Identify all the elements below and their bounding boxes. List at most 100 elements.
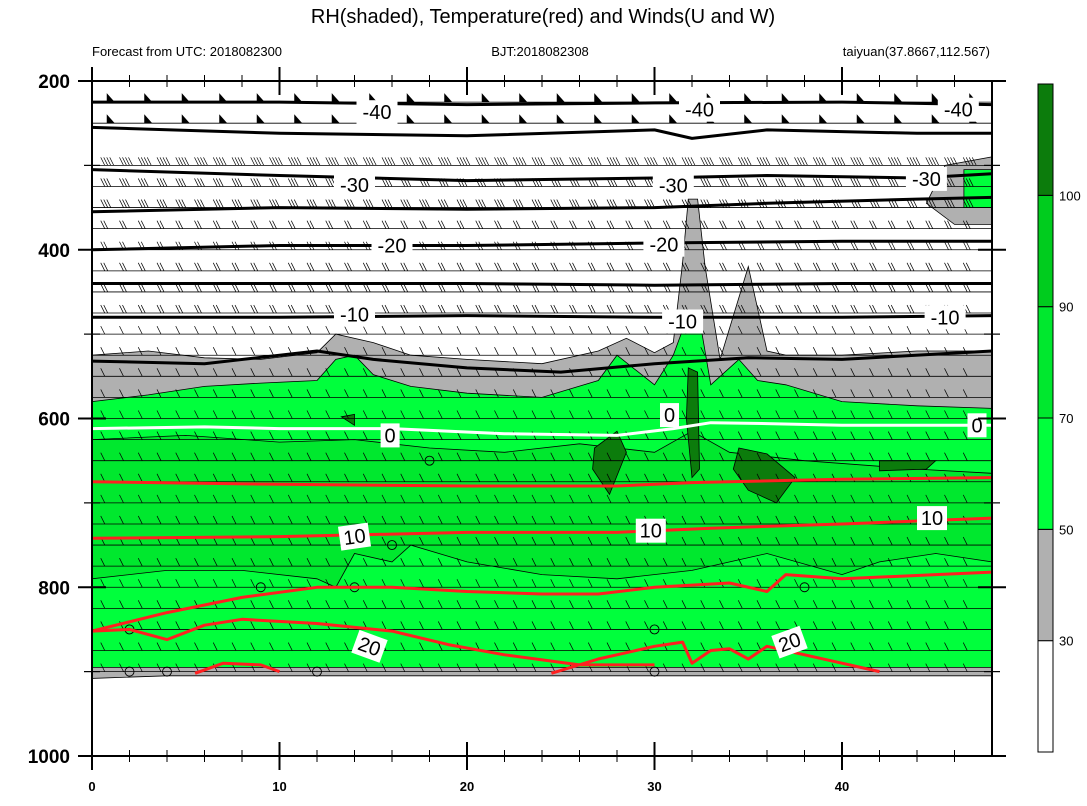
wind-barb xyxy=(590,220,596,229)
wind-barb xyxy=(962,579,968,588)
wind-barb xyxy=(368,157,374,166)
wind-barb xyxy=(381,368,387,377)
wind-barb xyxy=(700,220,706,229)
wind-barb xyxy=(456,600,462,609)
wind-barb xyxy=(400,642,406,651)
wind-barb xyxy=(194,220,199,229)
wind-barb xyxy=(944,621,949,630)
wind-barb xyxy=(743,157,749,166)
wind-barb xyxy=(890,178,896,187)
wind-flag xyxy=(406,93,415,103)
wind-barb xyxy=(644,410,649,419)
wind-barb xyxy=(850,241,856,250)
wind-barb xyxy=(550,621,556,630)
wind-barb xyxy=(887,283,893,293)
wind-barb xyxy=(175,473,181,482)
wind-barb xyxy=(794,515,799,525)
wind-barb xyxy=(156,621,162,630)
wind-barb xyxy=(550,347,556,356)
wind-barb xyxy=(925,241,931,250)
wind-barb xyxy=(456,283,462,293)
wind-barb xyxy=(419,452,424,461)
wind-barb xyxy=(887,642,893,651)
wind-barb xyxy=(100,557,106,567)
wind-barb xyxy=(906,220,912,229)
wind-barb xyxy=(475,347,481,356)
wind-barb xyxy=(569,220,574,229)
wind-barb xyxy=(325,515,331,525)
wind-barb xyxy=(887,579,893,588)
wind-flag xyxy=(256,114,265,124)
wind-barb xyxy=(606,389,612,398)
wind-barb xyxy=(137,178,143,187)
wind-barb xyxy=(143,178,149,187)
wind-barb xyxy=(494,220,499,229)
wind-barb xyxy=(325,600,331,609)
wind-barb xyxy=(834,157,840,166)
wind-barb xyxy=(175,178,181,187)
wind-barb xyxy=(778,304,784,314)
wind-barb xyxy=(569,621,574,630)
wind-barb xyxy=(137,557,143,567)
wind-barb xyxy=(287,304,293,314)
wind-barb xyxy=(875,178,880,187)
colorbar-segment xyxy=(1037,306,1054,419)
wind-barb xyxy=(831,579,837,588)
wind-barb xyxy=(869,304,874,314)
wind-barb xyxy=(853,178,859,187)
wind-barb xyxy=(156,452,162,461)
wind-barb xyxy=(869,220,874,229)
wind-barb xyxy=(587,642,593,651)
wind-barb xyxy=(628,304,634,314)
wind-barb xyxy=(362,600,368,609)
wind-barb xyxy=(925,410,931,419)
wind-barb xyxy=(250,431,256,440)
wind-barb xyxy=(850,557,856,567)
wind-barb xyxy=(325,431,331,440)
wind-barb xyxy=(140,283,146,293)
wind-barb xyxy=(456,368,462,377)
wind-barb xyxy=(737,536,743,546)
wind-barb xyxy=(662,663,668,672)
wind-barb xyxy=(400,368,406,377)
wind-barb xyxy=(512,663,518,672)
wind-barb xyxy=(850,600,856,609)
y-tick-label: 200 xyxy=(38,72,70,93)
wind-barb xyxy=(815,157,821,166)
wind-barb xyxy=(687,157,693,166)
wind-barb xyxy=(347,157,352,166)
wind-barb xyxy=(925,283,931,293)
wind-barb xyxy=(840,157,846,166)
wind-barb xyxy=(797,178,802,187)
wind-barb xyxy=(253,178,259,187)
wind-flag xyxy=(444,114,453,124)
wind-barb xyxy=(781,157,787,166)
wind-barb xyxy=(625,452,631,461)
wind-barb xyxy=(362,157,368,166)
wind-barb xyxy=(194,410,199,419)
wind-barb xyxy=(175,283,181,293)
wind-barb xyxy=(965,199,971,208)
wind-barb xyxy=(965,304,971,314)
wind-barb xyxy=(531,494,537,504)
wind-barb xyxy=(906,262,912,272)
wind-barb xyxy=(925,600,931,609)
wind-barb xyxy=(531,220,537,229)
wind-barb xyxy=(559,157,565,166)
wind-barb xyxy=(443,157,449,166)
wind-barb xyxy=(371,157,377,166)
wind-barb xyxy=(156,389,162,398)
wind-barb xyxy=(831,642,837,651)
wind-barb xyxy=(478,220,484,229)
wind-barb xyxy=(606,494,612,504)
wind-barb xyxy=(456,557,462,567)
wind-flag xyxy=(481,114,490,124)
wind-barb xyxy=(762,157,768,166)
wind-barb xyxy=(344,642,349,651)
wind-barb xyxy=(521,157,527,166)
wind-barb xyxy=(531,663,537,672)
wind-barb xyxy=(178,178,184,187)
wind-barb xyxy=(756,515,762,525)
wind-barb xyxy=(512,325,518,335)
wind-barb xyxy=(287,536,293,546)
